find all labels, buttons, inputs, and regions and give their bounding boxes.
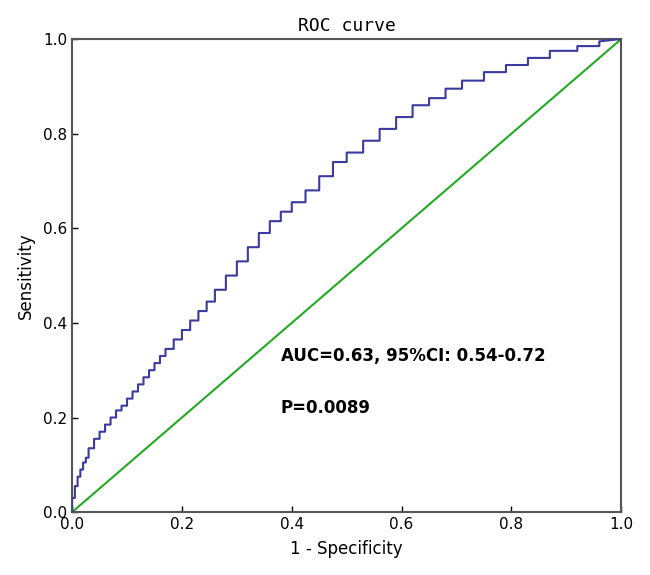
X-axis label: 1 - Specificity: 1 - Specificity — [291, 540, 403, 558]
Text: P=0.0089: P=0.0089 — [281, 399, 370, 417]
Y-axis label: Sensitivity: Sensitivity — [17, 232, 34, 319]
Text: AUC=0.63, 95%CI: 0.54-0.72: AUC=0.63, 95%CI: 0.54-0.72 — [281, 347, 545, 365]
Title: ROC curve: ROC curve — [298, 17, 396, 34]
